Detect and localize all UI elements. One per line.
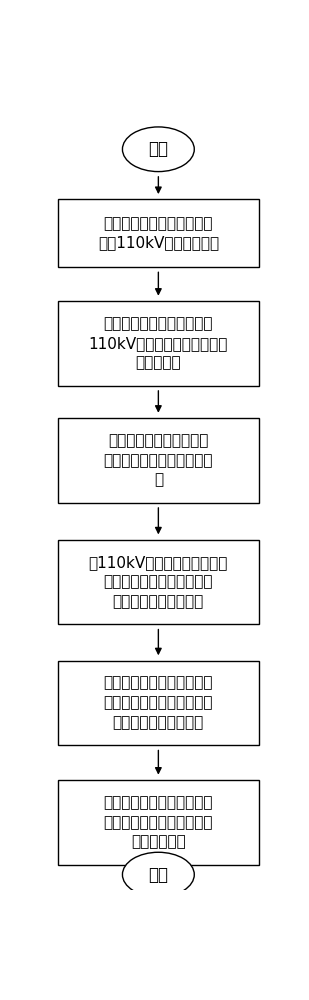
FancyBboxPatch shape bbox=[58, 780, 259, 865]
FancyBboxPatch shape bbox=[58, 661, 259, 745]
FancyBboxPatch shape bbox=[58, 301, 259, 386]
Text: 搭建风电场、风电场接入的
110kV电网和动态无功补偿控
制仿真模型: 搭建风电场、风电场接入的 110kV电网和动态无功补偿控 制仿真模型 bbox=[89, 316, 228, 371]
Ellipse shape bbox=[122, 852, 194, 897]
FancyBboxPatch shape bbox=[58, 199, 259, 267]
Text: 在110kV电网内部设置三相短
路故障，依次使并网点运行
在这些故障组合情况下: 在110kV电网内部设置三相短 路故障，依次使并网点运行 在这些故障组合情况下 bbox=[89, 555, 228, 609]
Text: 根据风电场低电压穿越要
求，制定若干种故障组合情
况: 根据风电场低电压穿越要 求，制定若干种故障组合情 况 bbox=[104, 433, 213, 488]
Ellipse shape bbox=[122, 127, 194, 172]
FancyBboxPatch shape bbox=[58, 540, 259, 624]
FancyBboxPatch shape bbox=[58, 418, 259, 503]
Text: 开始: 开始 bbox=[148, 140, 168, 158]
Text: 采集风电场参数和风电场接
入的110kV电网运行参数: 采集风电场参数和风电场接 入的110kV电网运行参数 bbox=[98, 216, 219, 251]
Text: 分别获取不同组合下，使故
障后风电场恢复正常运行的
最小动态无功补偿容量: 分别获取不同组合下，使故 障后风电场恢复正常运行的 最小动态无功补偿容量 bbox=[104, 676, 213, 730]
Text: 选取所有故障组合情况下的
最大补偿容量作为动态无功
补偿配置容量: 选取所有故障组合情况下的 最大补偿容量作为动态无功 补偿配置容量 bbox=[104, 795, 213, 850]
Text: 结束: 结束 bbox=[148, 866, 168, 884]
